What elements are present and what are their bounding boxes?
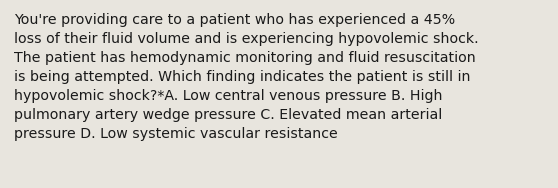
Text: You're providing care to a patient who has experienced a 45%
loss of their fluid: You're providing care to a patient who h… — [14, 13, 479, 141]
